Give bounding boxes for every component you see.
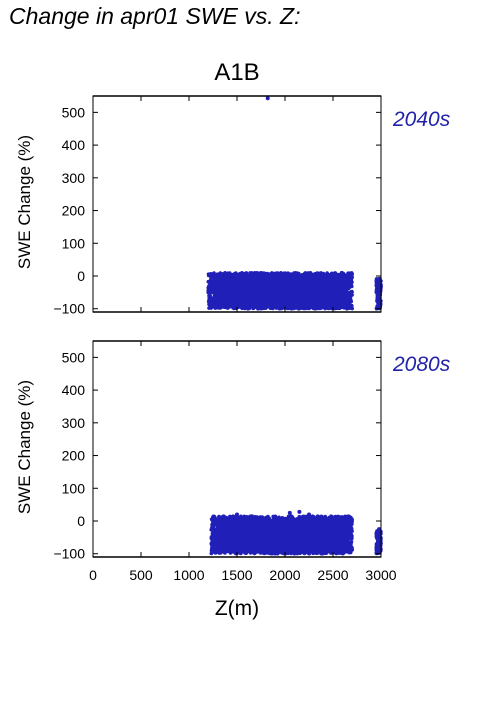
panel-2040s-period-label: 2040s — [392, 108, 451, 131]
panel-2040s-point — [283, 271, 288, 276]
panel-2040s-point — [240, 272, 244, 276]
panel-2040s-point — [210, 296, 215, 301]
panel-2040s-ylabel: SWE Change (%) — [15, 135, 34, 269]
panel-2040s-point — [206, 272, 211, 277]
panel-2040s-ytick-label: 100 — [62, 235, 86, 251]
panel-2040s-ytick-label: 200 — [62, 203, 86, 219]
panel-2040s-point — [349, 282, 354, 287]
panel-2040s-ytick-label: 500 — [62, 104, 86, 120]
scenario-label: A1B — [214, 59, 259, 86]
panel-2040s-point — [348, 276, 352, 281]
panel-2040s-point — [305, 271, 310, 276]
panel-2040s-point — [208, 294, 213, 298]
panel-2040s-point — [302, 272, 307, 276]
panel-2040s-point — [349, 271, 354, 275]
panel-2040s-point — [279, 271, 283, 275]
panel-2080s-point — [271, 514, 276, 519]
panel-2040s-outlier-point — [265, 96, 270, 101]
panel-2040s-point — [210, 272, 215, 276]
panel-2080s-point — [315, 514, 320, 518]
panel-2040s-point-isolated — [377, 289, 381, 293]
panel-2040s-point — [348, 299, 352, 304]
panel-2080s-point — [323, 514, 328, 519]
panel-2040s-point — [207, 287, 211, 292]
panel-2040s-point-isolated — [376, 294, 381, 298]
panel-2040s-point — [250, 271, 254, 275]
panel-2040s-point — [209, 277, 213, 281]
panel-2040s-point — [333, 271, 338, 275]
panel-2040s-point — [260, 272, 264, 276]
panel-2080s-point — [255, 515, 259, 519]
panel-2040s-point — [262, 272, 267, 277]
panel-2080s-point — [349, 539, 354, 544]
panel-2040s-point — [319, 271, 323, 275]
panel-2040s-point — [290, 272, 295, 277]
panel-2040s-point — [309, 271, 313, 276]
panel-2080s-point — [349, 517, 353, 521]
panel-2040s-point — [350, 290, 354, 295]
panel-2040s-point — [207, 298, 211, 303]
panel-2040s-ytick-label: −100 — [53, 301, 85, 317]
panel-2040s-point — [209, 290, 214, 295]
panel-2040s-point-core — [213, 275, 349, 309]
panel-2040s-point — [226, 271, 230, 276]
panel-2040s-point — [287, 272, 291, 277]
panel-2040s-ytick-label: 0 — [77, 268, 85, 284]
page-title: Change in apr01 SWE vs. Z: — [9, 3, 301, 29]
panel-2040s-point — [350, 293, 354, 297]
panel-2040s-point — [314, 272, 319, 276]
panel-2040s-point-isolated — [375, 284, 379, 289]
panel-2040s-ytick-label: 400 — [62, 137, 86, 153]
panel-2080s-point — [249, 514, 253, 519]
panel-2040s-point — [207, 306, 211, 310]
panel-2040s-ytick-label: 300 — [62, 170, 86, 186]
panel-2040s-point — [350, 306, 355, 311]
panel-2040s-point — [297, 271, 301, 276]
panel-2040s-point — [339, 270, 344, 275]
panel-2040s-point-isolated — [374, 282, 379, 286]
panel-2040s-point — [330, 271, 335, 276]
panel-2040s-point — [348, 303, 353, 308]
panel-2080s-point — [211, 517, 216, 521]
